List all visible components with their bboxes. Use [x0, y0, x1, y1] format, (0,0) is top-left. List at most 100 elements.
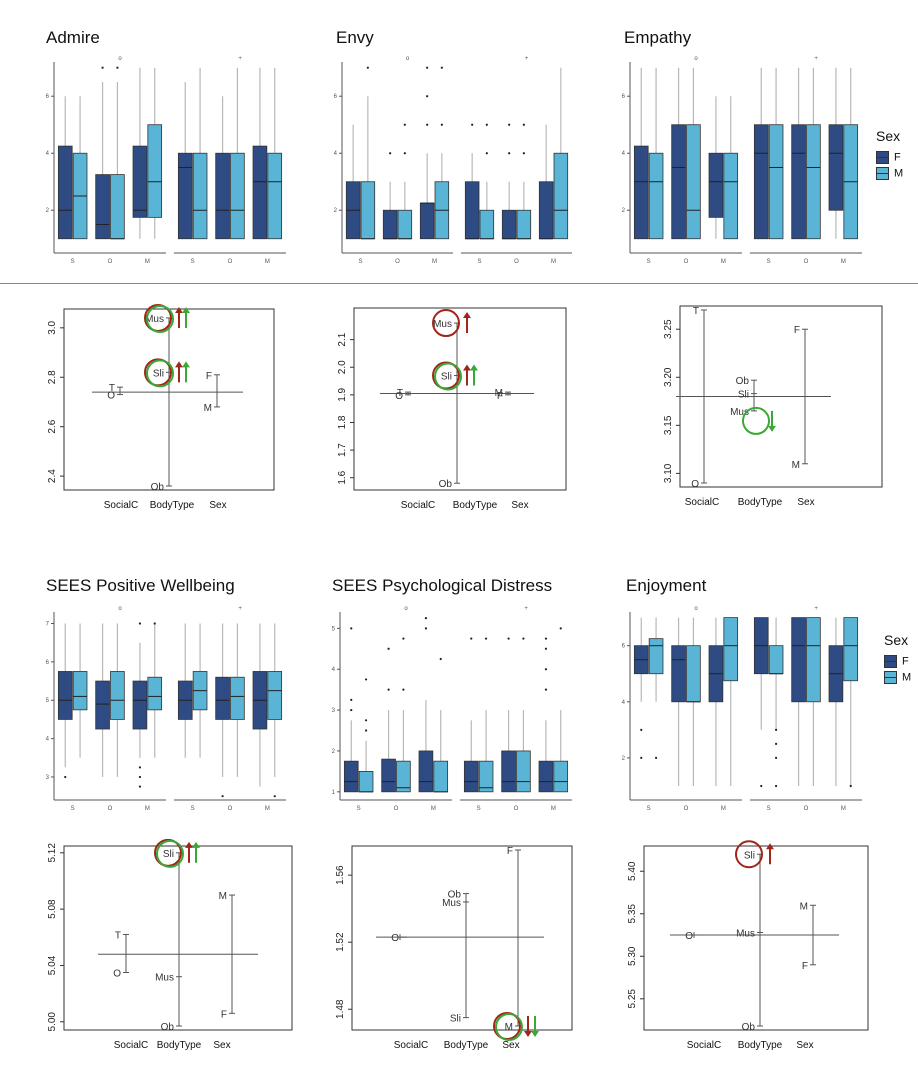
significance-arrow-down	[524, 1031, 532, 1037]
outlier-point	[485, 152, 488, 155]
y-tick-label: 5	[46, 698, 50, 704]
effect-x-label: Sex	[213, 1040, 230, 1051]
x-tick-label: O	[684, 806, 689, 812]
box-male	[360, 181, 376, 240]
effect-x-label: BodyType	[738, 497, 783, 508]
box-female	[791, 124, 806, 240]
effect-x-label: SocialC	[394, 1040, 428, 1051]
panel-header-mark: o	[118, 606, 122, 612]
effect-x-label: Sex	[209, 500, 226, 511]
outlier-point	[470, 637, 473, 640]
y-tick-label: 6	[622, 94, 626, 100]
y-tick-label: 2.0	[337, 360, 348, 374]
y-tick-label: 1.48	[335, 999, 346, 1019]
effect-x-label: Sex	[511, 500, 528, 511]
outlier-point	[544, 688, 548, 691]
box-female	[343, 760, 359, 793]
box-female	[671, 645, 686, 703]
box-male	[230, 152, 245, 240]
y-tick-label: 3.20	[663, 367, 674, 387]
significance-circle-red	[735, 840, 763, 869]
legend-swatch-m	[876, 167, 889, 180]
y-tick-label: 5.08	[47, 899, 58, 919]
significance-arrow-up	[192, 841, 200, 848]
x-tick-label: M	[551, 806, 556, 812]
x-tick-label: M	[432, 259, 437, 265]
effect-level-label: O	[107, 391, 115, 402]
y-tick-label: 4	[332, 667, 336, 673]
panel-header-mark: o	[694, 606, 698, 612]
y-tick-label: 3.15	[663, 415, 674, 435]
effect-level-label: Sli	[738, 390, 749, 401]
box-male	[806, 617, 821, 703]
outlier-point	[426, 66, 429, 69]
outlier-point	[138, 775, 142, 779]
title-psych-distress: SEES Psychological Distress	[332, 576, 553, 595]
box-male	[267, 152, 283, 240]
outlier-point	[774, 728, 778, 731]
y-tick-label: 3.10	[663, 463, 674, 483]
x-tick-label: M	[841, 259, 846, 265]
y-tick-label: 4	[622, 700, 626, 706]
x-tick-label: S	[191, 259, 195, 265]
effect-level-label: O	[691, 479, 699, 490]
box-female	[95, 680, 110, 730]
box-male	[397, 209, 413, 240]
box-male	[516, 750, 531, 793]
box-male	[686, 645, 701, 703]
x-tick-label: S	[647, 806, 651, 812]
effect-level-label: Mus	[730, 407, 749, 418]
y-tick-label: 6	[622, 644, 626, 650]
y-tick-label: 3.0	[47, 320, 58, 334]
box-male	[230, 676, 245, 720]
box-female	[828, 124, 844, 211]
y-tick-label: 5.00	[47, 1012, 58, 1032]
effect-x-label: SocialC	[401, 500, 435, 511]
panel-header-mark: +	[525, 56, 529, 62]
x-tick-label: S	[767, 806, 771, 812]
box-male	[723, 152, 739, 240]
significance-arrow-up	[182, 306, 190, 313]
section-divider	[0, 283, 918, 284]
title-admire: Admire	[46, 28, 100, 47]
outlier-point	[440, 123, 443, 126]
y-tick-label: 5.35	[627, 904, 638, 924]
outlier-point	[507, 637, 510, 640]
y-tick-label: 2	[622, 756, 626, 762]
y-tick-label: 3	[46, 775, 50, 781]
outlier-point	[387, 688, 390, 691]
outlier-point	[424, 617, 428, 620]
outlier-point	[760, 784, 763, 788]
effect-level-label: Sli	[441, 372, 452, 383]
significance-arrow-up	[175, 361, 183, 368]
outlier-point	[138, 766, 142, 769]
box-male	[396, 760, 411, 793]
box-male	[110, 174, 125, 240]
significance-arrow-up	[182, 361, 190, 368]
significance-circle-red	[432, 309, 460, 338]
outlier-point	[64, 775, 67, 779]
box-male	[648, 152, 664, 240]
x-tick-label: O	[514, 806, 519, 812]
box-female	[252, 145, 268, 240]
legend-label-m: M	[894, 167, 904, 180]
outlier-point	[221, 795, 224, 798]
y-tick-label: 1	[332, 790, 336, 796]
effect-level-label: F	[802, 961, 808, 972]
y-tick-label: 2	[46, 208, 50, 214]
panel-header-mark: o	[694, 56, 698, 62]
outlier-point	[439, 657, 442, 661]
x-tick-label: O	[395, 259, 400, 265]
box-male	[72, 671, 88, 711]
x-tick-label: O	[514, 259, 519, 265]
outlier-point	[485, 123, 488, 126]
effect-x-label: BodyType	[157, 1040, 202, 1051]
effect-level-label: O	[685, 931, 693, 942]
legend-label-f: F	[902, 655, 909, 668]
effect-level-label: Sli	[153, 368, 164, 379]
box-female	[95, 174, 110, 240]
box-female	[132, 680, 148, 730]
panel-header-mark: o	[118, 56, 122, 62]
x-tick-label: O	[108, 806, 113, 812]
effect-level-label: Sli	[450, 1014, 461, 1025]
